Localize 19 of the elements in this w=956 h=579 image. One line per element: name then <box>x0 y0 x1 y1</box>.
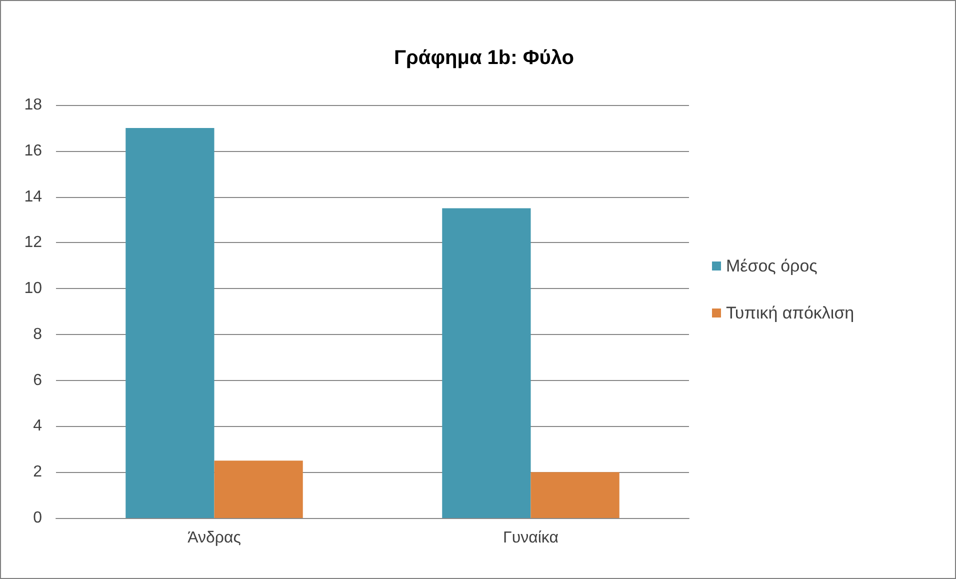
y-tick-label: 12 <box>24 234 42 252</box>
y-tick-label: 4 <box>33 418 42 435</box>
y-tick-label: 2 <box>33 464 42 481</box>
bar <box>530 472 620 518</box>
y-tick-label: 8 <box>33 326 42 343</box>
x-tick-label: Γυναίκα <box>503 530 558 546</box>
chart-title: Γράφημα 1b: Φύλο <box>394 47 574 69</box>
bar <box>126 128 214 518</box>
legend-label: Μέσος όρος <box>726 256 818 276</box>
bar <box>214 460 303 518</box>
y-tick-label: 18 <box>24 96 42 114</box>
y-tick-label: 16 <box>24 142 42 160</box>
y-tick-label: 0 <box>33 510 42 526</box>
y-tick-label: 14 <box>24 188 42 206</box>
x-tick-label: Άνδρας <box>188 530 242 546</box>
legend-label: Τυπική απόκλιση <box>726 304 854 322</box>
y-tick-label: 6 <box>33 372 42 389</box>
y-tick-label: 10 <box>24 280 42 298</box>
bar <box>442 208 531 518</box>
